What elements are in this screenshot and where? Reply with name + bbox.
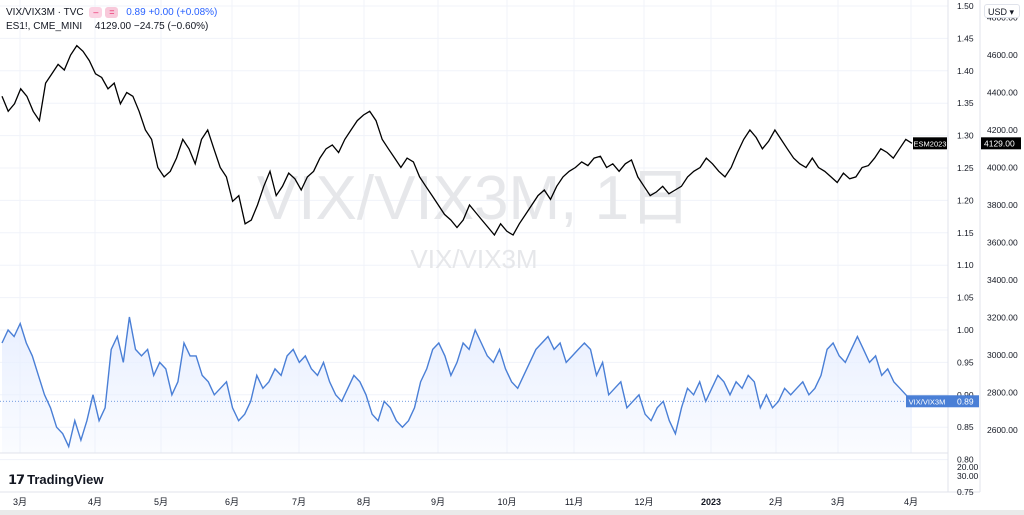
ratio-tick-label: 1.15 [957,228,974,238]
main-symbol[interactable]: VIX/VIX3M · TVC [6,7,84,18]
price-tick-label: 3000.00 [987,350,1018,360]
time-tick-label: 7月 [292,497,306,507]
ratio-last-tag: 0.89 [957,396,974,406]
volume-tick-label: 30.00 [957,471,979,481]
time-tick-label: 2023 [701,497,721,507]
time-tick-label: 3月 [831,497,845,507]
tradingview-mark-icon: 𝟭𝟳 [8,472,25,487]
es-name-tag-bg [913,137,947,150]
ratio-axis[interactable]: 1.50 1.45 1.40 1.35 1.30 1.25 1.20 1.15 1.10 1.05… [957,1,974,515]
legend-header: VIX/VIX3M · TVC – = 0.89 +0.00 (+0.08%) E… [6,6,217,33]
time-tick-label: 5月 [154,497,168,507]
time-tick-label: 4月 [904,497,918,507]
ratio-name-tag-bg [906,395,949,408]
compare-change: −24.75 (−0.60%) [133,21,209,33]
tradingview-logo[interactable]: 𝟭𝟳 TradingView [8,472,103,488]
time-tick-label: 9月 [431,497,445,507]
ratio-tick-label: 1.05 [957,293,974,303]
time-tick-label: 4月 [88,497,102,507]
flag-icon[interactable]: – [89,7,103,18]
series-vix-ratio [0,316,948,453]
ratio-name-tag: VIX/VIX3M [909,397,946,406]
time-axis[interactable]: 3月 4月 5月 6月 7月 8月 9月 10月 11月 12月 2023 2月 3月 4月 [13,497,918,507]
brand-label: TradingView [27,472,104,487]
ratio-tick-label: 0.95 [957,357,974,367]
watermark-sub: VIX/VIX3M [410,244,537,274]
time-tick-label: 11月 [565,497,583,507]
price-tick-label: 2800.00 [987,388,1018,398]
main-change: +0.00 (+0.08%) [148,7,218,18]
ratio-tick-label: 1.00 [957,325,974,335]
es-last-tag: 4129.00 [984,138,1015,148]
legend-compare-row[interactable]: ES1!, CME_MINI 4129.00 −24.75 (−0.60%) [6,20,217,33]
series-es-futures [1,44,913,237]
equals-icon[interactable]: = [105,7,119,18]
currency-dropdown[interactable]: USD ▾ [984,4,1020,18]
time-tick-label: 8月 [357,497,371,507]
price-tick-label: 4200.00 [987,125,1018,135]
grid-lines [0,0,948,493]
time-tick-label: 2月 [769,497,783,507]
time-tick-label: 6月 [225,497,239,507]
ratio-area [2,317,912,453]
price-tick-label: 3800.00 [987,200,1018,210]
es-name-tag: ESM2023 [914,139,947,148]
ratio-tick-label: 1.10 [957,260,974,270]
ratio-tick-label: 0.90 [957,390,974,400]
ratio-tick-label: 1.50 [957,1,974,11]
ratio-tick-label: 1.20 [957,195,974,205]
ratio-tick-label: 1.40 [957,66,974,76]
watermark-main: VIX/VIX3M, 1日 [257,164,691,233]
price-tick-label: 3600.00 [987,238,1018,248]
price-tick-label: 3200.00 [987,313,1018,323]
ratio-tick-label: 1.30 [957,131,974,141]
price-tick-label: 3400.00 [987,275,1018,285]
ratio-tick-label: 0.75 [957,487,974,497]
price-tick-label: 4600.00 [987,50,1018,60]
ratio-tick-label: 1.25 [957,163,974,173]
chevron-down-icon: ▾ [1009,7,1015,17]
ratio-last-tag-bg [949,395,979,408]
time-tick-label: 12月 [634,497,653,507]
legend-main-row[interactable]: VIX/VIX3M · TVC – = 0.89 +0.00 (+0.08%) [6,6,217,19]
currency-label: USD [988,7,1008,17]
es-last-tag-bg [981,137,1021,150]
es-line [1,44,913,237]
ratio-tick-label: 1.45 [957,33,974,43]
last-value-labels: ESM2023 4129.00 VIX/VIX3M 0.89 [906,137,1021,408]
bottom-border [0,510,1024,515]
time-tick-label: 3月 [13,497,27,507]
ratio-tick-label: 0.85 [957,422,974,432]
price-tick-label: 4000.00 [987,163,1018,173]
main-last: 0.89 [126,7,146,18]
price-tick-label: 4400.00 [987,88,1018,98]
compare-last: 4129.00 [94,21,132,33]
price-tick-label: 2600.00 [987,425,1018,435]
time-tick-label: 10月 [497,497,516,507]
ratio-tick-label: 1.35 [957,98,974,108]
volume-tick-label: 20.00 [957,462,979,472]
ratio-tick-label: 0.80 [957,455,974,465]
ratio-line [1,316,913,449]
compare-symbol[interactable]: ES1!, CME_MINI [6,21,83,33]
